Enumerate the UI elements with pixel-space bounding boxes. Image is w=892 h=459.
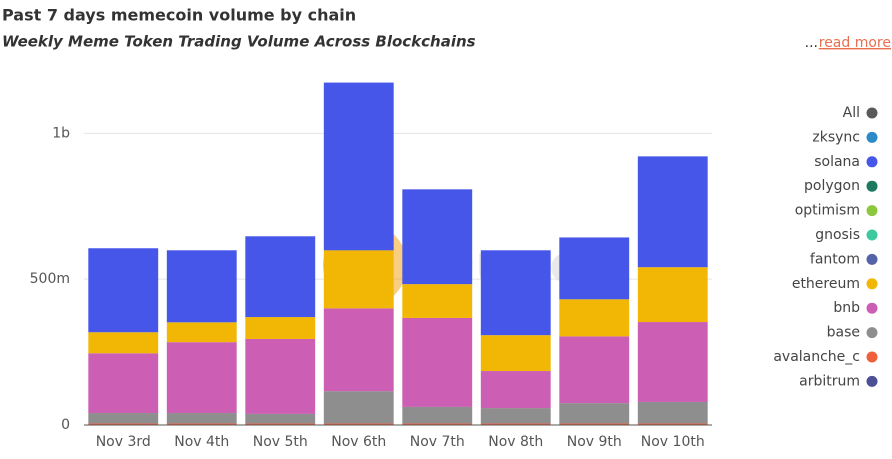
bar-segment — [166, 413, 237, 424]
bar-segment — [402, 284, 473, 318]
bar-segment — [323, 250, 394, 309]
legend-item[interactable]: solana — [814, 154, 878, 170]
bar-segment — [402, 406, 473, 424]
bar-segment — [323, 82, 394, 251]
chart-subtitle: Weekly Meme Token Trading Volume Across … — [2, 33, 476, 51]
legend-swatch — [866, 302, 878, 314]
bar-segment — [323, 391, 394, 424]
bar-segment — [88, 248, 159, 333]
legend-swatch — [866, 278, 878, 290]
x-tick-label: Nov 3rd — [96, 434, 151, 450]
legend-label: zksync — [812, 129, 860, 145]
x-tick-label: Nov 4th — [174, 434, 229, 450]
y-tick-label: 500m — [30, 271, 70, 287]
read-more-link[interactable]: read more — [819, 35, 891, 51]
bar-segment — [88, 353, 159, 414]
bar-segment — [323, 423, 394, 425]
bar-segment — [88, 332, 159, 354]
bar-segment — [559, 403, 630, 424]
legend-label: gnosis — [815, 227, 860, 243]
legend-label: optimism — [795, 203, 860, 219]
x-tick-label: Nov 7th — [410, 434, 465, 450]
legend-swatch — [866, 253, 878, 265]
bar-segment — [166, 423, 237, 425]
legend-label: fantom — [810, 251, 860, 267]
legend-item[interactable]: fantom — [810, 251, 878, 267]
legend-item[interactable]: polygon — [804, 178, 878, 194]
bar-segment — [166, 322, 237, 343]
legend-item[interactable]: zksync — [812, 129, 878, 145]
legend-swatch — [866, 327, 878, 339]
legend-swatch — [866, 229, 878, 241]
bar-segment — [637, 401, 708, 424]
x-tick-label: Nov 10th — [641, 434, 705, 450]
legend-item[interactable]: ethereum — [792, 276, 878, 292]
legend-item[interactable]: avalanche_c — [773, 349, 878, 365]
bar-segment — [245, 338, 316, 414]
bar-segment — [637, 322, 708, 402]
legend-label: avalanche_c — [773, 349, 860, 365]
bar-segment — [245, 423, 316, 425]
bar-segment — [166, 250, 237, 323]
x-tick-label: Nov 6th — [331, 434, 386, 450]
legend-label: polygon — [804, 178, 860, 194]
legend-item[interactable]: arbitrum — [799, 373, 878, 389]
bar-segment — [637, 267, 708, 323]
legend-swatch — [866, 375, 878, 387]
x-tick-label: Nov 8th — [488, 434, 543, 450]
bar-segment — [480, 250, 551, 336]
legend-label: ethereum — [792, 276, 860, 292]
bar-segment — [480, 408, 551, 424]
legend-swatch — [866, 107, 878, 119]
y-tick-label: 1b — [52, 125, 70, 141]
legend-swatch — [866, 351, 878, 363]
bar-segment — [637, 156, 708, 268]
bar-segment — [559, 299, 630, 337]
bar-segment — [88, 413, 159, 424]
legend-item[interactable]: optimism — [795, 203, 878, 219]
legend-label: bnb — [833, 300, 860, 316]
legend-label: base — [827, 325, 860, 341]
bar-segment — [166, 342, 237, 414]
legend-swatch — [866, 156, 878, 168]
bar-segment — [480, 423, 551, 425]
bar-segment — [402, 423, 473, 425]
bar-segment — [559, 423, 630, 425]
bar-segment — [245, 413, 316, 424]
bar-segment — [402, 317, 473, 407]
bar-segment — [559, 237, 630, 300]
bar-segment — [323, 308, 394, 392]
more-prefix: ... — [805, 35, 818, 51]
bar-segment — [480, 371, 551, 409]
legend-item[interactable]: bnb — [833, 300, 878, 316]
legend-label: arbitrum — [799, 373, 860, 389]
legend-swatch — [866, 180, 878, 192]
legend-swatch — [866, 131, 878, 143]
bar-segment — [88, 423, 159, 425]
y-tick-label: 0 — [61, 417, 70, 433]
bar-segment — [245, 317, 316, 339]
bar-segment — [402, 189, 473, 285]
x-tick-label: Nov 9th — [567, 434, 622, 450]
legend-item[interactable]: base — [827, 325, 878, 341]
legend-item[interactable]: gnosis — [815, 227, 878, 243]
bar-segment — [245, 236, 316, 318]
chart-title: Past 7 days memecoin volume by chain — [2, 6, 356, 25]
bar-segment — [559, 336, 630, 404]
legend-label: All — [843, 105, 860, 121]
bar-segment — [480, 335, 551, 372]
legend-swatch — [866, 205, 878, 217]
legend-label: solana — [814, 154, 860, 170]
bar-segment — [637, 423, 708, 425]
x-tick-label: Nov 5th — [253, 434, 308, 450]
